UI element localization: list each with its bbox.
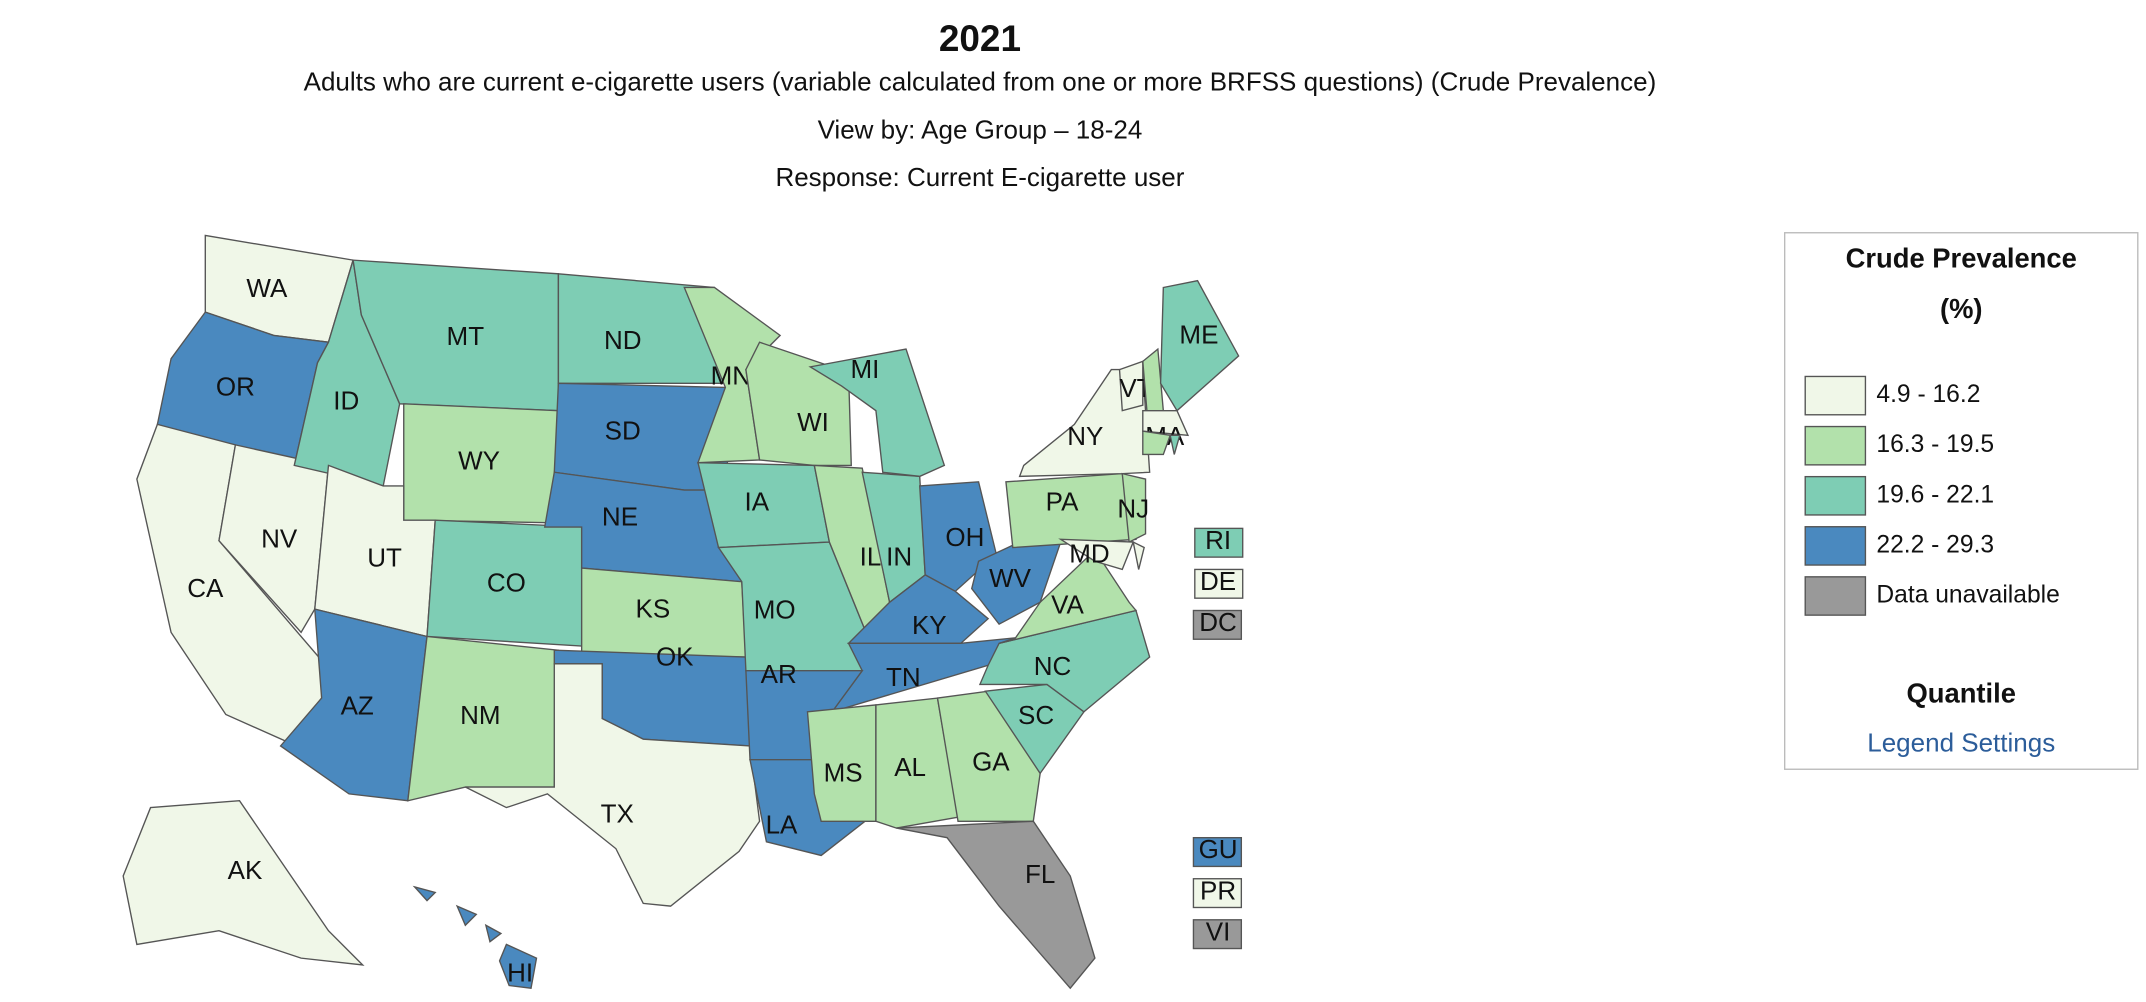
state xyxy=(498,943,538,989)
state-label: KS xyxy=(635,593,670,623)
state-box xyxy=(1194,527,1244,558)
territory-label: PR xyxy=(1200,875,1236,905)
state-label: AZ xyxy=(341,691,374,721)
title: 2021 xyxy=(939,18,1021,59)
state-label: AK xyxy=(228,855,263,885)
state xyxy=(978,609,1151,713)
state-label: MS xyxy=(824,758,863,788)
state-box xyxy=(1194,568,1244,599)
legend-title: Crude Prevalence xyxy=(1846,242,2077,273)
state-label: UT xyxy=(367,543,402,573)
state xyxy=(745,341,852,467)
legend-swatch xyxy=(1804,425,1867,466)
state-label: NY xyxy=(1067,421,1103,451)
state-label: OR xyxy=(216,372,255,402)
state xyxy=(465,663,761,907)
state-label: WA xyxy=(246,273,288,303)
state-label: SC xyxy=(1018,700,1054,730)
state-label: LA xyxy=(766,810,798,840)
state-label: OH xyxy=(945,522,984,552)
state-label: GA xyxy=(972,747,1010,777)
state xyxy=(806,704,877,822)
state xyxy=(1142,430,1172,456)
state-island xyxy=(455,904,478,927)
legend-label: 22.2 - 29.3 xyxy=(1876,531,1994,558)
legend-swatch xyxy=(1804,475,1867,516)
territory-box xyxy=(1192,878,1243,909)
state-label: WI xyxy=(797,407,829,437)
state xyxy=(1142,409,1190,437)
legend-swatch xyxy=(1804,526,1867,566)
state xyxy=(1159,279,1240,412)
state-label: HI xyxy=(507,957,533,987)
state xyxy=(122,800,365,966)
state-label: ND xyxy=(604,325,642,355)
legend-label: 19.6 - 22.1 xyxy=(1876,481,1994,508)
legend-swatch xyxy=(1804,576,1867,616)
state-label: CA xyxy=(187,573,224,603)
state xyxy=(875,697,959,829)
state-label: MO xyxy=(754,595,796,625)
legend-title: (%) xyxy=(1940,293,1983,324)
state-label: ID xyxy=(333,385,359,415)
state xyxy=(1169,434,1181,455)
state-label: IN xyxy=(886,541,912,571)
state-label: FL xyxy=(1025,859,1055,889)
state-island xyxy=(484,923,503,943)
state-label: MN xyxy=(711,361,751,391)
state-label: IL xyxy=(860,541,882,571)
state-island xyxy=(412,885,437,902)
subtitle: Adults who are current e-cigarette users… xyxy=(304,66,1657,96)
state-label: OK xyxy=(656,641,694,671)
state-label: RI xyxy=(1205,525,1231,555)
state xyxy=(1121,472,1147,544)
state xyxy=(808,348,946,478)
state-label: MD xyxy=(1069,539,1109,569)
state xyxy=(1132,540,1145,570)
state-label: DE xyxy=(1200,566,1236,596)
territory-box xyxy=(1192,919,1243,950)
territory-label: GU xyxy=(1199,834,1238,864)
state-label: IA xyxy=(745,487,770,517)
legend-label: Data unavailable xyxy=(1876,581,2059,608)
legend-classification: Quantile xyxy=(1907,678,2016,709)
state-label: NV xyxy=(261,524,298,554)
state-label: WY xyxy=(458,446,500,476)
state xyxy=(1118,360,1144,412)
state xyxy=(1058,538,1135,571)
state-label: MI xyxy=(851,354,880,384)
territory-box xyxy=(1192,836,1243,868)
state-label: SD xyxy=(605,415,641,445)
state xyxy=(896,820,1096,990)
state-label: KY xyxy=(912,610,947,640)
state-label: ME xyxy=(1179,320,1218,350)
state-label: NC xyxy=(1034,651,1072,681)
territory-box xyxy=(1192,609,1243,640)
legend-settings-link[interactable]: Legend Settings xyxy=(1867,727,2055,757)
state xyxy=(936,690,1041,822)
state-label: TX xyxy=(601,799,634,829)
legend-label: 4.9 - 16.2 xyxy=(1876,381,1980,408)
response: Response: Current E-cigarette user xyxy=(775,162,1184,192)
state-label: CO xyxy=(487,567,526,597)
state-label: AR xyxy=(761,659,797,689)
territory-label: DC xyxy=(1199,607,1237,637)
legend-swatch xyxy=(1804,375,1867,416)
state-label: NJ xyxy=(1117,493,1149,523)
state-label: VA xyxy=(1051,589,1084,619)
legend-label: 16.3 - 19.5 xyxy=(1876,431,1994,458)
view-by: View by: Age Group – 18-24 xyxy=(818,114,1143,144)
state-label: AL xyxy=(894,752,926,782)
state-label: TN xyxy=(886,662,921,692)
state-label: MT xyxy=(447,321,485,351)
territory-label: VI xyxy=(1206,916,1231,946)
state-label: NE xyxy=(602,502,638,532)
state-label: PA xyxy=(1046,487,1079,517)
state-label: NM xyxy=(460,700,500,730)
state-label: WV xyxy=(989,563,1032,593)
